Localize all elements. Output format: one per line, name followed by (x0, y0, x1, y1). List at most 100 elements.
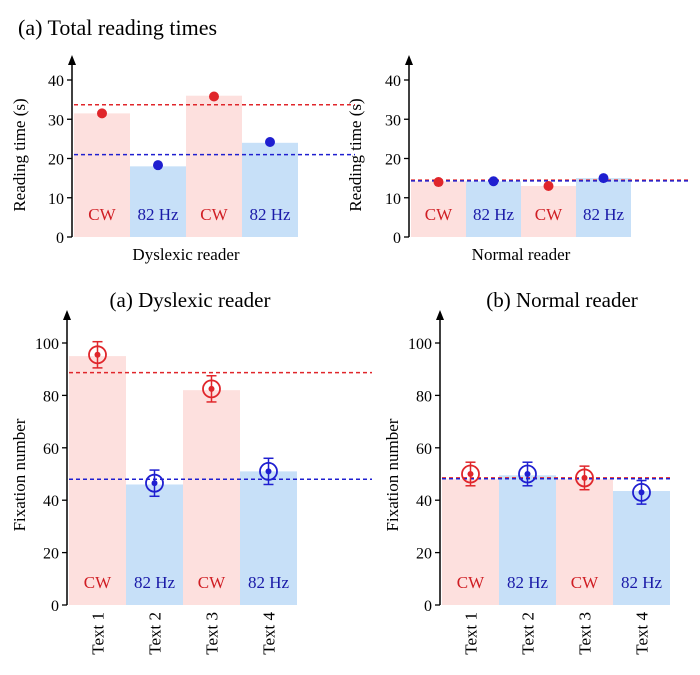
point-1 (94, 351, 101, 358)
chart-top-right: CW 82 Hz CW 82 Hz 0 10 20 30 40 Reading time (s) N… (346, 55, 690, 264)
bar-label-2: 82 Hz (473, 205, 515, 224)
bar-2 (126, 484, 183, 605)
point-ring-1 (88, 345, 107, 365)
bar-label-3: CW (535, 205, 563, 224)
x-axis-label: Dyslexic reader (132, 245, 239, 264)
bar-label-4: 82 Hz (583, 205, 625, 224)
x-tick-label-3: Text 3 (576, 612, 595, 655)
y-axis-arrow (63, 310, 71, 320)
point-2 (488, 176, 499, 187)
point-1 (433, 177, 444, 188)
y-tick-label-40: 40 (48, 73, 64, 90)
y-tick-label-60: 60 (43, 441, 59, 458)
point-2 (153, 160, 163, 171)
point-1 (97, 108, 107, 119)
y-tick-label-30: 30 (385, 112, 401, 129)
x-tick-label-1: Text 1 (462, 612, 481, 655)
y-tick-label-20: 20 (43, 546, 59, 563)
y-tick-label-80: 80 (416, 388, 432, 405)
point-4 (598, 173, 609, 184)
bar-label-1: CW (88, 205, 116, 224)
point-ring-1 (461, 464, 480, 484)
y-tick-label-0: 0 (393, 230, 401, 247)
y-axis-arrow (436, 310, 444, 320)
bar-label-2: 82 Hz (137, 205, 179, 224)
point-1 (467, 471, 474, 477)
bar-label-1: CW (457, 573, 485, 592)
point-ring-4 (632, 482, 651, 502)
chart-bottom-right: CW 82 Hz CW 82 Hz 0 20 40 60 80 100 Fixation numbe… (383, 288, 672, 655)
bar-label-1: CW (84, 573, 112, 592)
bar-label-3: CW (198, 573, 226, 592)
x-tick-label-2: Text 2 (519, 612, 538, 655)
y-tick-label-40: 40 (43, 493, 59, 510)
y-axis-label: Reading time (s) (10, 98, 29, 211)
point-3 (209, 91, 219, 102)
chart-bottom-left: CW 82 Hz CW 82 Hz 0 20 40 60 80 100 Fixation numbe… (10, 288, 372, 655)
y-tick-label-10: 10 (385, 191, 401, 208)
bar-label-2: 82 Hz (507, 573, 549, 592)
bar-label-3: CW (200, 205, 228, 224)
y-tick-label-20: 20 (416, 546, 432, 563)
y-tick-label-100: 100 (408, 336, 432, 353)
bar-1 (69, 356, 126, 605)
charts-container: CW 82 Hz CW 82 Hz 0 10 20 30 40 Reading time (s) D… (10, 55, 690, 655)
bar-label-4: 82 Hz (248, 573, 290, 592)
x-tick-label-3: Text 3 (203, 612, 222, 655)
bar-4 (576, 178, 631, 237)
bar-1 (411, 181, 466, 237)
y-tick-label-100: 100 (35, 336, 59, 353)
point-4 (265, 468, 272, 475)
y-tick-label-20: 20 (385, 152, 401, 169)
x-tick-label-4: Text 4 (633, 612, 652, 655)
bar-2 (499, 475, 556, 605)
y-tick-label-40: 40 (385, 73, 401, 90)
bar-2 (466, 181, 521, 237)
point-ring-3 (202, 379, 221, 399)
y-axis-arrow (405, 55, 413, 65)
point-ring-2 (518, 464, 537, 484)
x-tick-label-1: Text 1 (89, 612, 108, 655)
y-tick-label-30: 30 (48, 112, 64, 129)
x-tick-label-4: Text 4 (260, 612, 279, 655)
point-2 (524, 471, 531, 477)
bar-3 (556, 479, 613, 605)
y-axis-label: Fixation number (383, 418, 402, 531)
y-axis-label: Fixation number (10, 418, 29, 531)
chart-title: (b) Normal reader (486, 288, 638, 312)
bar-1 (74, 113, 130, 237)
bar-label-3: CW (571, 573, 599, 592)
point-ring-2 (145, 473, 164, 493)
bar-1 (442, 479, 499, 605)
figure-title: (a) Total reading times (18, 15, 217, 40)
bar-3 (186, 95, 242, 237)
bar-label-4: 82 Hz (249, 205, 291, 224)
chart-top-left: CW 82 Hz CW 82 Hz 0 10 20 30 40 Reading time (s) D… (10, 55, 355, 264)
bar-4 (613, 491, 670, 605)
y-axis-label: Reading time (s) (346, 98, 365, 211)
bar-label-4: 82 Hz (621, 573, 663, 592)
bar-4 (242, 142, 298, 237)
y-tick-label-20: 20 (48, 152, 64, 169)
chart-title: (a) Dyslexic reader (110, 288, 271, 312)
y-tick-label-0: 0 (424, 598, 432, 615)
point-4 (638, 489, 645, 496)
y-axis-arrow (68, 55, 76, 65)
point-2 (151, 480, 158, 487)
x-axis-label: Normal reader (472, 245, 571, 264)
point-ring-3 (575, 468, 594, 488)
point-4 (265, 137, 275, 148)
point-3 (581, 474, 588, 481)
y-tick-label-60: 60 (416, 441, 432, 458)
y-tick-label-10: 10 (48, 191, 64, 208)
y-tick-label-40: 40 (416, 493, 432, 510)
y-tick-label-0: 0 (56, 230, 64, 247)
bar-label-2: 82 Hz (134, 573, 176, 592)
bar-2 (130, 166, 186, 237)
x-tick-label-2: Text 2 (146, 612, 165, 655)
y-tick-label-0: 0 (51, 598, 59, 615)
bar-4 (240, 471, 297, 605)
point-ring-4 (259, 461, 278, 481)
bar-label-1: CW (425, 205, 453, 224)
